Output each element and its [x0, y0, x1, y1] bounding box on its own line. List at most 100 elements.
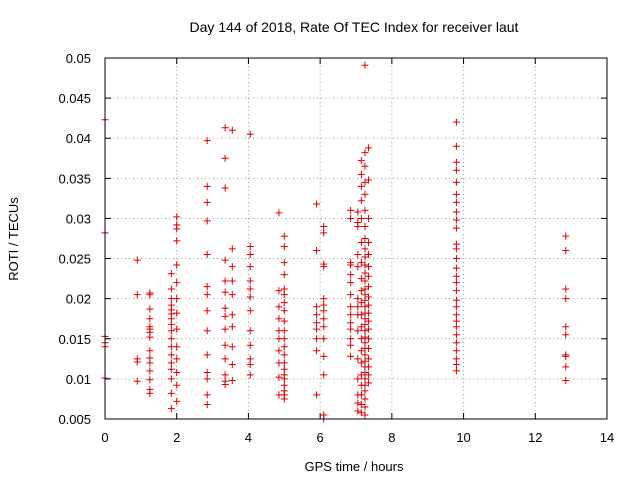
data-point — [173, 343, 181, 351]
data-point — [221, 256, 229, 264]
data-point — [173, 225, 181, 233]
data-point — [203, 137, 211, 145]
data-point — [357, 170, 365, 178]
data-point — [347, 325, 355, 333]
data-point — [347, 341, 355, 349]
data-point — [280, 291, 288, 299]
data-point — [347, 303, 355, 311]
data-point — [452, 331, 460, 339]
data-point — [221, 277, 229, 285]
data-point — [280, 243, 288, 251]
data-point — [562, 376, 570, 384]
data-point — [361, 327, 369, 335]
y-tick-label: 0.015 — [58, 332, 91, 347]
data-point — [228, 277, 236, 285]
x-tick-label: 8 — [388, 430, 395, 445]
data-point — [228, 311, 236, 319]
data-point — [357, 323, 365, 331]
y-tick-label: 0.005 — [58, 412, 91, 427]
y-tick-label: 0.05 — [66, 51, 91, 66]
data-point — [365, 251, 373, 259]
data-point — [347, 335, 355, 343]
data-point — [203, 283, 211, 291]
data-point — [313, 391, 321, 399]
data-point — [347, 319, 355, 327]
data-point — [275, 347, 283, 355]
data-point — [347, 291, 355, 299]
y-tick-label: 0.01 — [66, 372, 91, 387]
data-point — [361, 253, 369, 261]
data-point — [275, 315, 283, 323]
x-tick-label: 14 — [600, 430, 614, 445]
data-point — [361, 320, 369, 328]
data-point — [320, 229, 328, 237]
data-point — [365, 363, 373, 371]
data-point — [452, 142, 460, 150]
data-point — [452, 311, 460, 319]
data-point — [365, 176, 373, 184]
data-point — [354, 327, 362, 335]
data-point — [246, 277, 254, 285]
data-point — [167, 389, 175, 397]
data-point — [246, 307, 254, 315]
data-point — [365, 239, 373, 247]
data-point — [167, 365, 175, 373]
data-point — [361, 351, 369, 359]
grid-lines — [105, 58, 607, 419]
data-point — [173, 279, 181, 287]
data-point — [357, 197, 365, 205]
data-point — [280, 335, 288, 343]
data-point — [228, 376, 236, 384]
data-point — [228, 263, 236, 271]
data-point — [280, 232, 288, 240]
y-tick-label: 0.03 — [66, 211, 91, 226]
data-point — [562, 295, 570, 303]
data-point — [347, 311, 355, 319]
x-tick-label: 2 — [173, 430, 180, 445]
data-point — [452, 287, 460, 295]
data-point — [365, 283, 373, 291]
data-point — [146, 333, 154, 341]
data-points — [101, 61, 570, 423]
x-tick-label: 4 — [245, 430, 252, 445]
data-point — [357, 275, 365, 283]
data-point — [562, 285, 570, 293]
data-point — [347, 206, 355, 214]
data-point — [173, 325, 181, 333]
data-point — [203, 307, 211, 315]
data-point — [246, 285, 254, 293]
data-point — [354, 303, 362, 311]
data-point — [452, 264, 460, 272]
data-point — [313, 303, 321, 311]
data-point — [562, 247, 570, 255]
data-point — [167, 359, 175, 367]
data-point — [146, 367, 154, 375]
data-point — [361, 245, 369, 253]
data-point — [320, 335, 328, 343]
data-point — [146, 315, 154, 323]
data-point — [357, 299, 365, 307]
data-point — [313, 319, 321, 327]
data-point — [275, 373, 283, 381]
data-point — [203, 351, 211, 359]
data-point — [173, 295, 181, 303]
data-point — [452, 190, 460, 198]
data-point — [313, 311, 321, 319]
data-point — [203, 401, 211, 409]
y-tick-labels: 0.005 0.01 0.015 0.02 0.025 0.03 0.035 0.04 0.04… — [58, 51, 91, 427]
data-point — [357, 214, 365, 222]
plot-frame — [104, 57, 608, 420]
data-point — [365, 214, 373, 222]
data-point — [320, 352, 328, 360]
data-point — [320, 295, 328, 303]
data-point — [562, 232, 570, 240]
data-point — [246, 293, 254, 301]
data-point — [320, 263, 328, 271]
y-tick-label: 0.04 — [66, 131, 91, 146]
data-point — [228, 323, 236, 331]
data-point — [452, 216, 460, 224]
data-point — [452, 323, 460, 331]
data-point — [452, 272, 460, 280]
data-point — [347, 214, 355, 222]
data-point — [203, 368, 211, 376]
